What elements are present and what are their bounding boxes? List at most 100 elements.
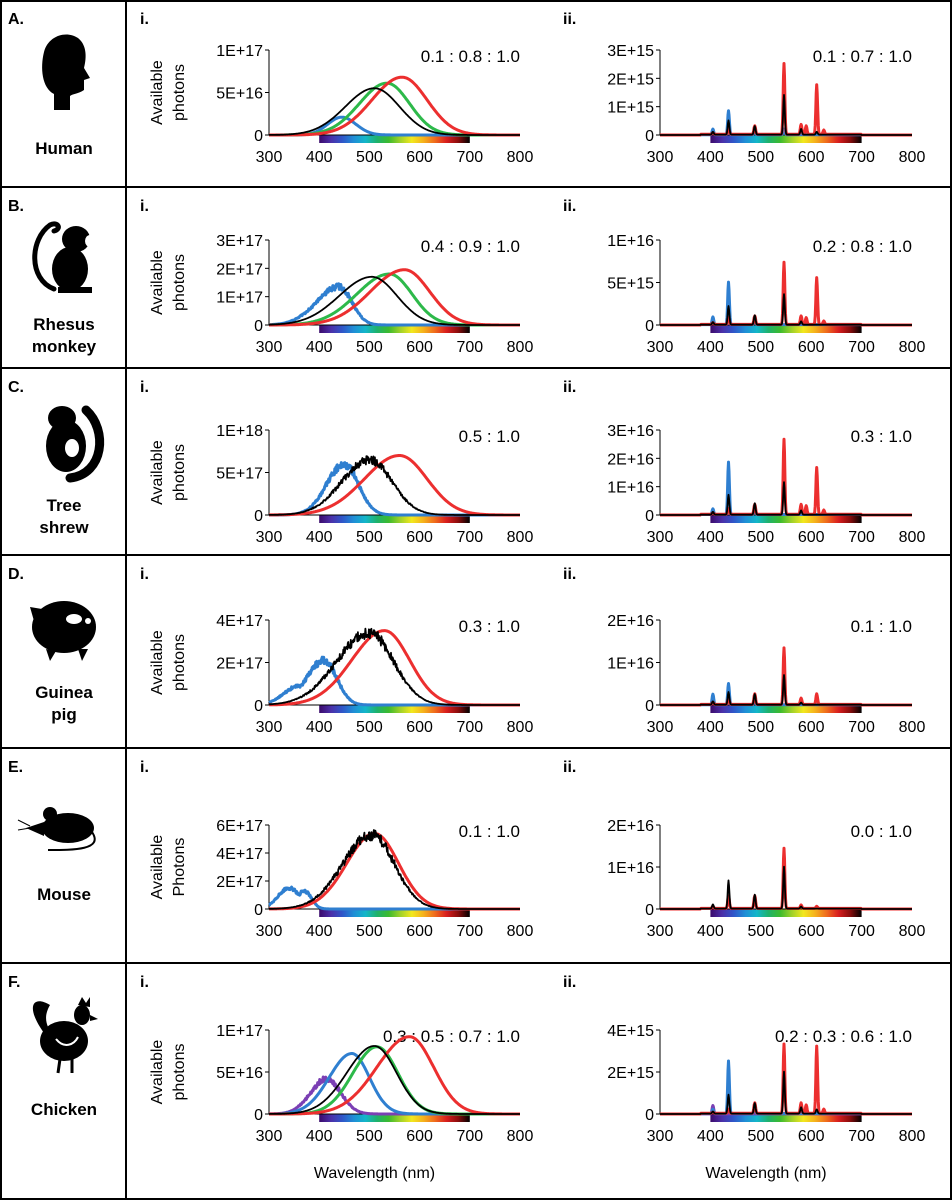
- y-tick-label: 0: [645, 128, 654, 145]
- x-tick-label: 500: [356, 1128, 383, 1145]
- y-tick-label: 1E+18: [216, 423, 263, 440]
- monkey-feet: [58, 287, 92, 293]
- spectrum-bar: [319, 909, 470, 917]
- mouse-snout: [26, 822, 44, 836]
- x-tick-label: 400: [306, 149, 333, 166]
- x-tick-label: 600: [406, 339, 433, 356]
- y-tick-label: 4E+17: [216, 613, 263, 630]
- species-name: monkey: [32, 337, 97, 356]
- rooster-tail: [32, 1001, 52, 1035]
- ratio-annotation: 0.5 : 1.0: [459, 427, 520, 446]
- chart-panel: i. 0.1 : 0.8 : 1.0 Available photons 0 5E+16 1…: [140, 11, 533, 166]
- rooster-head: [74, 1005, 90, 1025]
- x-tick-label: 800: [899, 1128, 926, 1145]
- x-tick-label: 300: [647, 923, 674, 940]
- panel-label: i.: [140, 974, 149, 991]
- guinea-pig-ear: [66, 614, 82, 624]
- human-head-silhouette-icon: [42, 34, 90, 110]
- x-tick-label: 700: [456, 719, 483, 736]
- y-tick-label: 1E+17: [216, 43, 263, 60]
- y-tick-label: 5E+15: [607, 276, 654, 293]
- monkey-head: [62, 226, 90, 252]
- y-tick-label: 4E+15: [607, 1023, 654, 1040]
- chart-panel: ii. 0.2 : 0.8 : 1.0 0 5E+15 1E+16 300 400 500 60…: [563, 198, 925, 356]
- series-luminance-line: [659, 674, 913, 706]
- x-tick-label: 800: [507, 719, 534, 736]
- y-tick-label: 1E+16: [607, 656, 654, 673]
- x-tick-label: 700: [848, 1128, 875, 1145]
- series-luminance-line: [268, 1045, 521, 1115]
- spectrum-bar: [319, 325, 470, 333]
- y-tick-label: 3E+16: [607, 423, 654, 440]
- y-axis-label: Available: [149, 1040, 166, 1105]
- y-axis-label: Available: [149, 835, 166, 900]
- y-axis-label: Available: [149, 440, 166, 505]
- x-tick-label: 500: [747, 339, 774, 356]
- x-tick-label: 800: [507, 1128, 534, 1145]
- mouse-silhouette-icon: [17, 807, 96, 851]
- panel-label: i.: [140, 379, 149, 396]
- x-tick-label: 800: [507, 339, 534, 356]
- ratio-annotation: 0.1 : 1.0: [459, 822, 520, 841]
- panel-label: i.: [140, 11, 149, 28]
- spectrum-bar: [319, 1114, 470, 1122]
- x-tick-label: 400: [306, 1128, 333, 1145]
- series-red-line: [268, 454, 521, 517]
- chart-panel: i. 0.4 : 0.9 : 1.0 Available photons 0 1E+17 2…: [140, 198, 533, 356]
- row-letter: A.: [8, 11, 24, 28]
- x-tick-label: 600: [406, 923, 433, 940]
- x-tick-label: 600: [798, 719, 825, 736]
- y-tick-label: 0: [254, 902, 263, 919]
- series-uv-line: [268, 1075, 521, 1116]
- monkey-tail: [32, 221, 61, 292]
- species-cell: A. Human: [8, 11, 93, 158]
- series-luminance-line: [659, 94, 913, 136]
- guinea-pig-tuft: [30, 607, 42, 621]
- x-tick-label: 600: [798, 149, 825, 166]
- spectrum-bar: [710, 705, 862, 713]
- x-tick-label: 500: [747, 719, 774, 736]
- ratio-annotation: 0.4 : 0.9 : 1.0: [421, 237, 520, 256]
- x-tick-label: 500: [356, 529, 383, 546]
- x-tick-label: 300: [647, 149, 674, 166]
- y-axis-label: Available: [149, 630, 166, 695]
- guinea-pig-body: [32, 601, 96, 653]
- x-tick-label: 400: [697, 529, 724, 546]
- species-cell: B. Rhesus monkey: [8, 198, 97, 356]
- x-tick-label: 600: [406, 529, 433, 546]
- ratio-annotation: 0.1 : 0.7 : 1.0: [813, 47, 912, 66]
- x-tick-label: 600: [406, 1128, 433, 1145]
- series-luminance-line: [659, 481, 913, 516]
- series-luminance-line: [268, 87, 521, 136]
- y-tick-label: 5E+16: [216, 1065, 263, 1082]
- chart-panel: i. 0.5 : 1.0 Available photons 0 5E+17 1E+18 30…: [140, 379, 533, 546]
- y-tick-label: 1E+17: [216, 290, 263, 307]
- series-luminance-line: [268, 829, 521, 910]
- ratio-annotation: 0.2 : 0.8 : 1.0: [813, 237, 912, 256]
- panel-label: i.: [140, 198, 149, 215]
- spectrum-bar: [710, 909, 862, 917]
- ratio-annotation: 0.1 : 1.0: [851, 617, 912, 636]
- x-tick-label: 700: [848, 719, 875, 736]
- species-name: pig: [51, 705, 77, 724]
- spectrum-bar: [710, 1114, 862, 1122]
- y-tick-label: 4E+17: [216, 846, 263, 863]
- x-tick-label: 400: [306, 339, 333, 356]
- x-tick-label: 800: [899, 719, 926, 736]
- panel-label: i.: [140, 759, 149, 776]
- y-tick-label: 0: [254, 1107, 263, 1124]
- x-tick-label: 400: [697, 719, 724, 736]
- x-tick-label: 700: [456, 339, 483, 356]
- ratio-annotation: 0.0 : 1.0: [851, 822, 912, 841]
- y-tick-label: 2E+16: [607, 613, 654, 630]
- y-tick-label: 2E+15: [607, 1065, 654, 1082]
- spectrum-bar: [710, 515, 862, 523]
- spectrum-bar: [319, 705, 470, 713]
- x-tick-label: 800: [507, 923, 534, 940]
- y-axis-label: photons: [171, 64, 188, 121]
- y-tick-label: 0: [254, 508, 263, 525]
- y-tick-label: 0: [645, 698, 654, 715]
- y-tick-label: 0: [254, 128, 263, 145]
- y-tick-label: 2E+17: [216, 261, 263, 278]
